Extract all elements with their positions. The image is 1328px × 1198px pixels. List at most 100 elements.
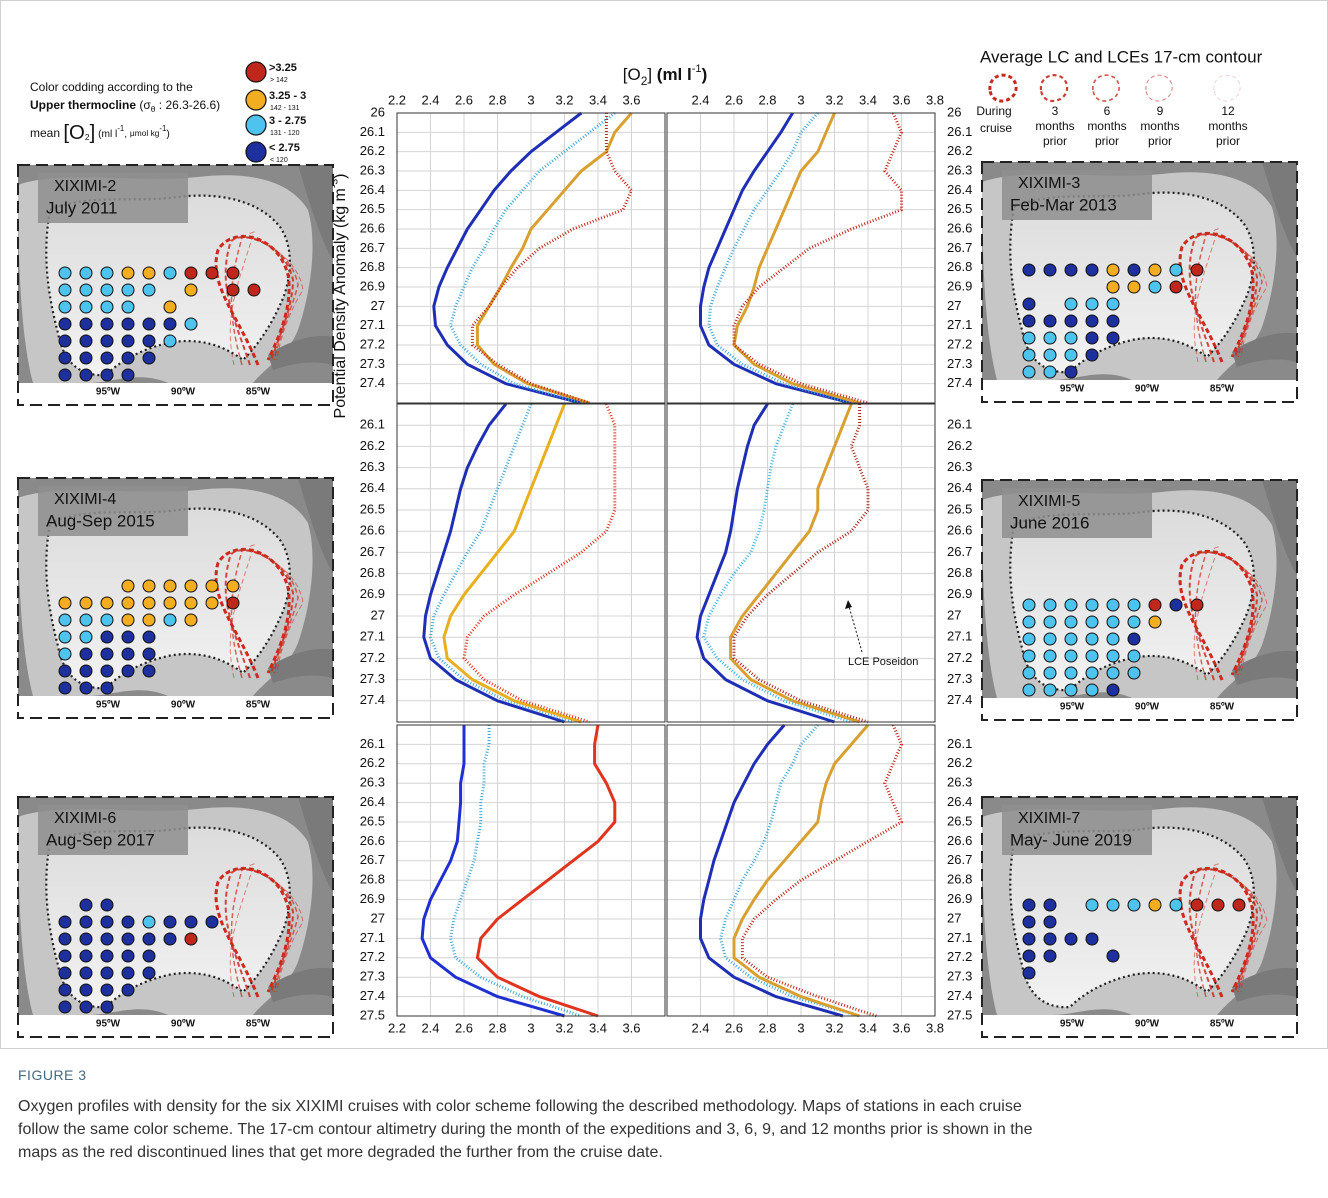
station (1086, 332, 1098, 344)
y-tick-label: 26.9 (947, 891, 972, 906)
station (1065, 667, 1077, 679)
y-tick-label: 26.7 (360, 544, 385, 559)
map-title: XIXIMI-6 (54, 810, 116, 827)
station (1170, 281, 1182, 293)
station (1044, 332, 1056, 344)
station (1023, 916, 1035, 928)
station (227, 580, 239, 592)
y-tick-label: 26.7 (360, 852, 385, 867)
station (1065, 933, 1077, 945)
station (1065, 315, 1077, 327)
station (164, 335, 176, 347)
station (227, 284, 239, 296)
y-tick-label: 26.9 (360, 891, 385, 906)
station (122, 614, 134, 626)
station (1170, 264, 1182, 276)
station (59, 682, 71, 694)
station (1044, 650, 1056, 662)
text-part: (ml l (657, 65, 692, 84)
station (1233, 899, 1245, 911)
y-tick-label: 26.9 (947, 278, 972, 293)
y-tick-label: 26.7 (947, 852, 972, 867)
station (227, 597, 239, 609)
x-tick-label: 3.8 (926, 1020, 944, 1035)
map-title: XIXIMI-4 (54, 491, 116, 508)
legend-label: prior (1148, 134, 1172, 148)
x-tick-label: 3 (797, 1020, 804, 1035)
y-tick-label: 27.3 (360, 969, 385, 984)
legend-swatch (246, 142, 266, 162)
station (1065, 599, 1077, 611)
station (80, 631, 92, 643)
y-tick-label: 26.1 (360, 124, 385, 139)
x-tick-label: 2.4 (421, 92, 439, 107)
station (122, 933, 134, 945)
y-tick-label: 27.2 (360, 336, 385, 351)
station (80, 301, 92, 313)
rich-text: Upper thermocline (σθ : 26.3-26.6) (30, 98, 220, 114)
map-lon-label: 95ºW (1060, 384, 1085, 395)
legend-label: < 2.75 (269, 142, 300, 154)
station (59, 916, 71, 928)
station (143, 335, 155, 347)
x-tick-label: 2.4 (421, 1020, 439, 1035)
station (59, 614, 71, 626)
station (80, 682, 92, 694)
station (164, 318, 176, 330)
station (80, 267, 92, 279)
y-tick-label: 27.4 (360, 988, 385, 1003)
station (1128, 633, 1140, 645)
legend-label: 3 - 2.75 (269, 115, 306, 127)
x-tick-label: 3.4 (589, 92, 607, 107)
station (1023, 967, 1035, 979)
caption-text: Oxygen profiles with density for the six… (18, 1095, 1318, 1164)
station (1044, 916, 1056, 928)
x-tick-label: 2.6 (455, 92, 473, 107)
text-part: (σ (136, 98, 151, 112)
station (1044, 633, 1056, 645)
station (164, 916, 176, 928)
station (59, 597, 71, 609)
y-tick-label: 27.1 (360, 317, 385, 332)
y-tick-label: 27.3 (947, 671, 972, 686)
text-part: ) (702, 65, 708, 84)
station (1023, 950, 1035, 962)
x-tick-label: 3.6 (622, 92, 640, 107)
station (1149, 899, 1161, 911)
station (80, 369, 92, 381)
station (143, 284, 155, 296)
station (59, 933, 71, 945)
station (1107, 650, 1119, 662)
text-part: -1 (692, 63, 702, 75)
station (1023, 298, 1035, 310)
station (1044, 366, 1056, 378)
map-dates: June 2016 (1010, 513, 1089, 532)
station (122, 950, 134, 962)
legend-label: cruise (980, 121, 1012, 135)
station (1107, 684, 1119, 696)
y-tick-label: 27 (947, 910, 961, 925)
map-title: XIXIMI-7 (1018, 810, 1080, 827)
y-tick-label: 26.8 (360, 872, 385, 887)
y-tick-label: 27.1 (947, 317, 972, 332)
text-part: μmol kg (130, 128, 160, 138)
station (1107, 599, 1119, 611)
map-lon-label: 95ºW (96, 387, 121, 398)
y-tick-label: 26.2 (360, 438, 385, 453)
y-tick-label: 26.5 (947, 813, 972, 828)
x-tick-label: 2.8 (488, 1020, 506, 1035)
x-tick-label: 3.6 (892, 92, 910, 107)
y-tick-label: 27.1 (947, 930, 972, 945)
station (164, 597, 176, 609)
station (1128, 616, 1140, 628)
text-part: -1 (159, 124, 166, 133)
station (59, 318, 71, 330)
map-title: XIXIMI-5 (1018, 493, 1080, 510)
station (122, 284, 134, 296)
station (122, 665, 134, 677)
legend-label: prior (1216, 134, 1240, 148)
y-tick-label: 26.2 (947, 143, 972, 158)
station (1023, 650, 1035, 662)
text-part: : 26.3-26.6) (155, 98, 220, 112)
station (1023, 264, 1035, 276)
